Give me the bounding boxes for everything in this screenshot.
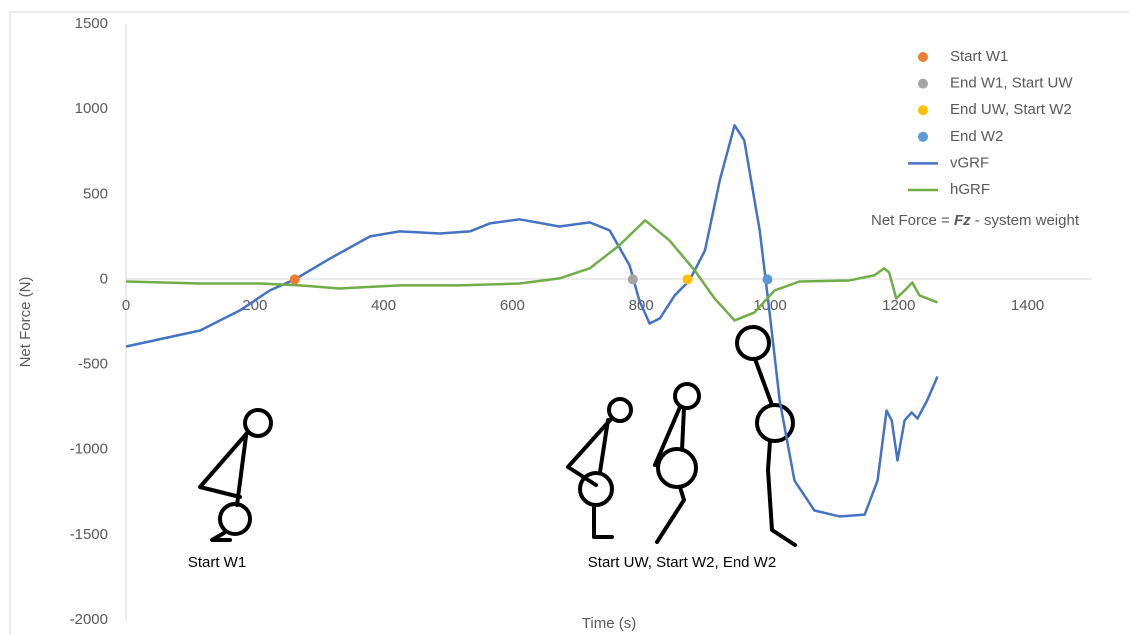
- line: [125, 124, 939, 518]
- stick-figure: [566, 397, 633, 539]
- stick-figure: [653, 382, 701, 544]
- x-tick-label: 0: [122, 297, 130, 314]
- x-tick-label: 400: [371, 297, 396, 314]
- y-tick-label: 0: [100, 270, 108, 287]
- legend-label: End W2: [950, 128, 1003, 145]
- y-tick-label: 1500: [75, 15, 108, 32]
- annotation-part: Net Force =: [871, 212, 954, 229]
- legend-swatch: [918, 131, 928, 142]
- legend-swatch: [918, 78, 928, 89]
- marker: [289, 274, 300, 285]
- marker: [682, 274, 693, 285]
- y-tick-label: -1000: [70, 441, 108, 458]
- legend-swatch: [918, 52, 928, 62]
- y-tick-label: 1000: [75, 100, 108, 117]
- marker: [762, 274, 773, 285]
- legend-swatch: [918, 105, 928, 116]
- figure-label: Start UW, Start W2, End W2: [588, 554, 776, 571]
- stick-figure: [735, 325, 797, 547]
- annotation-part: Fz: [954, 212, 971, 229]
- stick-figure: [198, 408, 273, 542]
- y-tick-label: -1500: [70, 526, 108, 543]
- x-tick-label: 1200: [882, 297, 915, 314]
- x-tick-label: 600: [500, 297, 525, 314]
- legend-label: End W1, Start UW: [950, 75, 1073, 92]
- marker: [627, 274, 638, 285]
- y-tick-label: -500: [78, 356, 108, 373]
- legend-label: End UW, Start W2: [950, 101, 1072, 118]
- figure-label: Start W1: [188, 554, 246, 571]
- y-tick-label: 500: [83, 185, 108, 202]
- y-tick-label: -2000: [70, 611, 108, 628]
- legend-label: hGRF: [950, 181, 990, 198]
- legend-label: vGRF: [950, 154, 989, 171]
- line: [125, 219, 938, 322]
- x-tick-label: 200: [242, 297, 267, 314]
- annotation-part: - system weight: [971, 212, 1080, 229]
- y-axis-label: Net Force (N): [17, 277, 34, 368]
- x-axis-label: Time (s): [582, 615, 636, 632]
- legend-label: Start W1: [950, 48, 1008, 65]
- chart-border: [9, 11, 1129, 635]
- x-tick-label: 1400: [1011, 297, 1044, 314]
- annotation: Net Force = Fz - system weight: [871, 212, 1080, 229]
